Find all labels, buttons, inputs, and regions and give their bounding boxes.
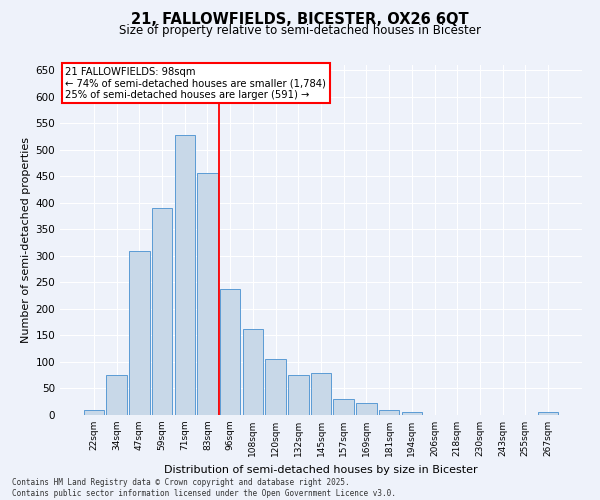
Bar — [334, 399, 354, 415]
Bar — [265, 359, 286, 415]
Bar — [175, 135, 195, 415]
Bar — [242, 329, 263, 415]
Bar — [311, 372, 331, 415]
Bar — [152, 208, 172, 415]
Bar — [538, 412, 558, 415]
Bar — [356, 404, 377, 415]
Bar — [106, 374, 127, 415]
X-axis label: Distribution of semi-detached houses by size in Bicester: Distribution of semi-detached houses by … — [164, 464, 478, 474]
Text: Contains HM Land Registry data © Crown copyright and database right 2025.
Contai: Contains HM Land Registry data © Crown c… — [12, 478, 396, 498]
Bar — [288, 374, 308, 415]
Y-axis label: Number of semi-detached properties: Number of semi-detached properties — [21, 137, 31, 343]
Bar — [197, 173, 218, 415]
Text: 21, FALLOWFIELDS, BICESTER, OX26 6QT: 21, FALLOWFIELDS, BICESTER, OX26 6QT — [131, 12, 469, 28]
Text: 21 FALLOWFIELDS: 98sqm
← 74% of semi-detached houses are smaller (1,784)
25% of : 21 FALLOWFIELDS: 98sqm ← 74% of semi-det… — [65, 66, 326, 100]
Bar — [379, 410, 400, 415]
Bar — [220, 289, 241, 415]
Text: Size of property relative to semi-detached houses in Bicester: Size of property relative to semi-detach… — [119, 24, 481, 37]
Bar — [84, 410, 104, 415]
Bar — [129, 250, 149, 415]
Bar — [401, 412, 422, 415]
